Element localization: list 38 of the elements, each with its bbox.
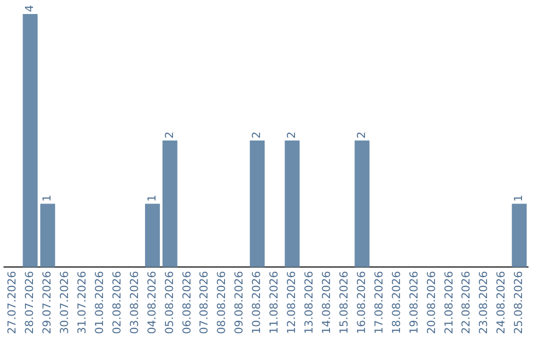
x-tick-label: 10.08.2026 bbox=[250, 271, 264, 334]
x-tick-label: 07.08.2026 bbox=[198, 271, 211, 334]
data-label: 4 bbox=[23, 5, 36, 12]
x-tick-label: 25.08.2026 bbox=[512, 271, 526, 334]
x-tick-label: 22.08.2026 bbox=[460, 271, 473, 334]
x-tick-label: 06.08.2026 bbox=[180, 271, 194, 334]
x-tick-label: 21.08.2026 bbox=[442, 271, 456, 334]
x-tick-label: 17.08.2026 bbox=[372, 271, 386, 334]
x-tick-label: 31.07.2026 bbox=[75, 271, 88, 334]
x-tick-label: 04.08.2026 bbox=[145, 271, 158, 334]
x-tick-label: 05.08.2026 bbox=[162, 271, 176, 334]
x-tick-label: 03.08.2026 bbox=[128, 271, 141, 334]
x-tick-label: 23.08.2026 bbox=[477, 271, 490, 334]
x-tick-label: 29.07.2026 bbox=[40, 271, 54, 334]
x-tick-label: 11.08.2026 bbox=[268, 271, 281, 334]
data-label: 2 bbox=[250, 132, 264, 139]
x-tick-label: 24.08.2026 bbox=[494, 271, 508, 334]
x-tick-label: 28.07.2026 bbox=[23, 271, 36, 334]
data-label: 1 bbox=[512, 194, 526, 202]
x-tick-label: 20.08.2026 bbox=[424, 271, 438, 334]
data-label: 2 bbox=[162, 132, 176, 139]
x-tick-label: 19.08.2026 bbox=[407, 271, 420, 334]
x-tick-label: 13.08.2026 bbox=[302, 271, 316, 334]
data-label: 1 bbox=[40, 194, 54, 202]
x-tick-label: 12.08.2026 bbox=[285, 271, 298, 334]
x-tick-label: 01.08.2026 bbox=[92, 271, 106, 334]
x-tick-label: 16.08.2026 bbox=[354, 271, 368, 334]
data-label: 2 bbox=[285, 132, 298, 139]
x-tick-label: 15.08.2026 bbox=[337, 271, 350, 334]
data-label: 2 bbox=[354, 132, 368, 139]
x-tick-label: 09.08.2026 bbox=[232, 271, 246, 334]
x-tick-label: 02.08.2026 bbox=[110, 271, 124, 334]
x-tick-label: 14.08.2026 bbox=[320, 271, 333, 334]
x-tick-label: 27.07.2026 bbox=[6, 271, 19, 334]
x-tick-label: 30.07.2026 bbox=[58, 271, 71, 334]
x-tick-label: 08.08.2026 bbox=[215, 271, 228, 334]
data-label: 1 bbox=[145, 194, 158, 202]
x-tick-label: 18.08.2026 bbox=[390, 271, 403, 334]
